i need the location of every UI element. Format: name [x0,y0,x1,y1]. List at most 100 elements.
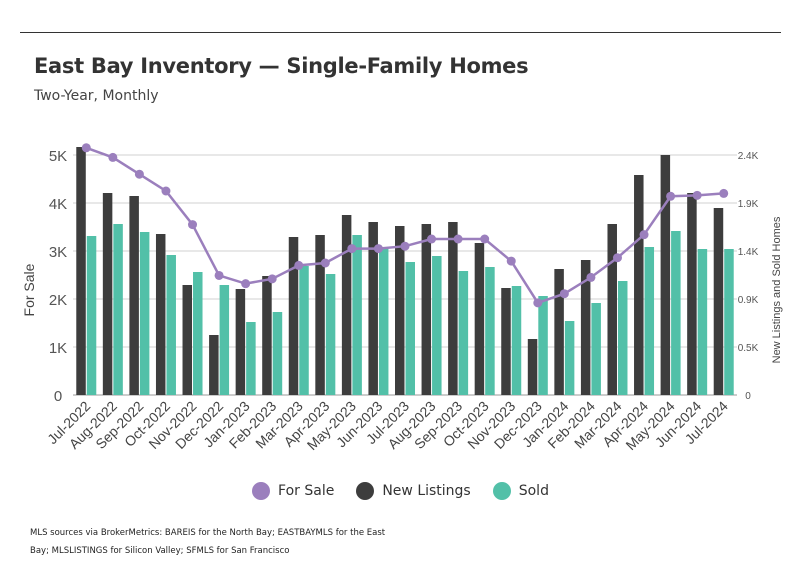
legend-swatch-sold [492,482,511,500]
legend-swatch-new-listings [356,482,375,500]
y-left-tick-label: 3K [49,244,67,261]
bar-new-listings [235,289,246,395]
legend-item-new-listings: New Listings [356,482,471,500]
top-rule [20,32,781,33]
bar-new-listings [713,208,724,395]
footnote-line-2: Bay; MLSLISTINGS for Silicon Valley; SFM… [30,546,290,556]
bar-new-listings [368,222,378,395]
legend-label-for-sale: For Sale [278,483,335,499]
y-right-tick-label: 1.9K [738,199,759,210]
bar-sold [378,247,389,395]
line-for-sale [85,146,724,305]
bar-sold [591,303,601,395]
point-for-sale [81,143,91,153]
bar-new-listings [288,237,299,395]
bar-sold [432,256,442,395]
bar-sold [86,236,97,395]
y-right-tick-label: 0 [745,391,751,402]
bar-sold [458,271,469,395]
point-for-sale [267,274,277,284]
point-for-sale [241,279,251,289]
bar-sold [352,235,362,395]
bar-new-listings [129,196,139,395]
bar-new-listings [527,339,538,395]
bar-sold [272,312,283,395]
point-for-sale [612,253,622,263]
bar-new-listings [315,235,325,395]
bar-new-listings [607,224,617,395]
chart-subtitle: Two-Year, Monthly [34,88,159,104]
bar-sold [538,296,548,395]
bar-sold [139,232,150,395]
bar-sold [564,321,575,395]
bar-new-listings [155,234,166,395]
bar-new-listings [209,335,219,395]
y-right-tick-label: 0.5K [738,343,759,354]
y-left-axis-title: For Sale [21,263,37,316]
point-for-sale [320,258,330,268]
bar-new-listings [687,193,697,395]
y-left-tick-label: 5K [49,148,67,165]
point-for-sale [161,186,171,196]
bar-sold [113,224,123,395]
y-left-tick-label: 2K [49,292,67,309]
point-for-sale [108,152,118,162]
bar-new-listings [580,260,591,395]
point-for-sale [506,256,516,266]
bar-sold [299,266,309,395]
chart-plot: 0 1K 2K 3K 4K 5K 0 0.5K 0.9K 1.4K 1.9K 2.4K For Sale… [21,143,783,453]
bar-sold [405,262,415,395]
y-right-axis-title: New Listings and Sold Homes [771,216,783,363]
bar-new-listings [660,155,671,395]
point-for-sale [373,244,383,254]
point-for-sale [586,272,596,282]
point-for-sale [453,234,463,244]
bar-new-listings [182,285,193,395]
point-for-sale [692,190,702,200]
point-for-sale [719,188,729,198]
point-for-sale [559,289,569,299]
legend-item-sold: Sold [492,482,549,500]
footnote-line-1: MLS sources via BrokerMetrics: BAREIS fo… [30,528,386,538]
bar-sold [511,286,522,395]
bar-new-listings [448,222,458,395]
point-for-sale [639,230,649,240]
bar-new-listings [395,226,405,395]
bar-sold [644,247,655,395]
point-for-sale [347,244,357,254]
legend-item-for-sale: For Sale [252,482,334,500]
point-for-sale [134,169,144,179]
bar-new-listings [341,215,352,395]
y-right-tick-label: 2.4K [738,151,759,162]
bar-new-listings [634,175,644,395]
point-for-sale [214,270,224,280]
y-left-tick-label: 1K [49,340,67,357]
legend-label-new-listings: New Listings [382,483,471,499]
bar-sold [671,231,681,395]
bar-new-listings [76,147,86,395]
bar-new-listings [102,193,113,395]
bar-sold [325,274,336,395]
bar-sold [697,249,708,395]
bar-sold [166,255,176,395]
bar-new-listings [474,243,485,395]
chart-legend: For Sale New Listings Sold [0,482,801,500]
bar-sold [724,249,734,395]
bar-sold [617,281,628,395]
legend-swatch-for-sale [252,482,271,500]
y-left-tick-label: 0 [54,388,62,405]
y-right-tick-label: 1.4K [738,247,759,258]
point-for-sale [427,234,437,244]
point-for-sale [533,298,543,308]
bar-sold [485,267,495,395]
y-left-tick-label: 4K [49,196,67,213]
chart-title: East Bay Inventory — Single-Family Homes [34,54,529,78]
bar-new-listings [554,269,564,395]
bar-sold [193,272,203,395]
bar-new-listings [262,276,272,395]
point-for-sale [480,234,490,244]
point-for-sale [294,260,304,270]
bar-sold [219,285,230,395]
y-right-tick-label: 0.9K [738,295,759,306]
bar-sold [246,322,256,395]
